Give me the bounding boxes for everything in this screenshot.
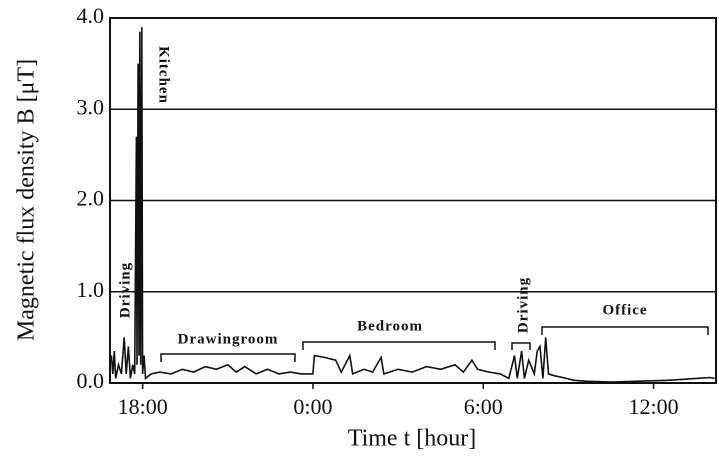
bracket — [511, 342, 531, 350]
x-tick-label: 0:00 — [293, 394, 332, 419]
y-tick-label: 1.0 — [77, 277, 105, 302]
x-tick-label: 18:00 — [118, 394, 168, 419]
y-tick-label: 0.0 — [77, 368, 105, 393]
annotation: Driving — [117, 262, 133, 318]
x-tick-label: 12:00 — [628, 394, 678, 419]
y-axis-label: Magnetic flux density B [μT] — [14, 59, 40, 341]
bracket — [160, 353, 296, 362]
annotation: Office — [602, 302, 647, 318]
annotation: Kitchen — [156, 46, 172, 104]
y-tick-label: 4.0 — [77, 3, 105, 28]
brackets — [160, 326, 709, 362]
bracket — [541, 326, 709, 335]
annotation: Bedroom — [357, 318, 423, 334]
x-tick-label: 6:00 — [464, 394, 503, 419]
bracket — [302, 341, 496, 350]
y-tick-label: 3.0 — [77, 94, 105, 119]
y-tick-label: 2.0 — [77, 186, 105, 211]
annotation: Driving — [515, 277, 531, 333]
x-axis-label: Time t [hour] — [348, 426, 476, 452]
data-line — [110, 27, 715, 383]
annotation: Drawingroom — [178, 331, 279, 347]
